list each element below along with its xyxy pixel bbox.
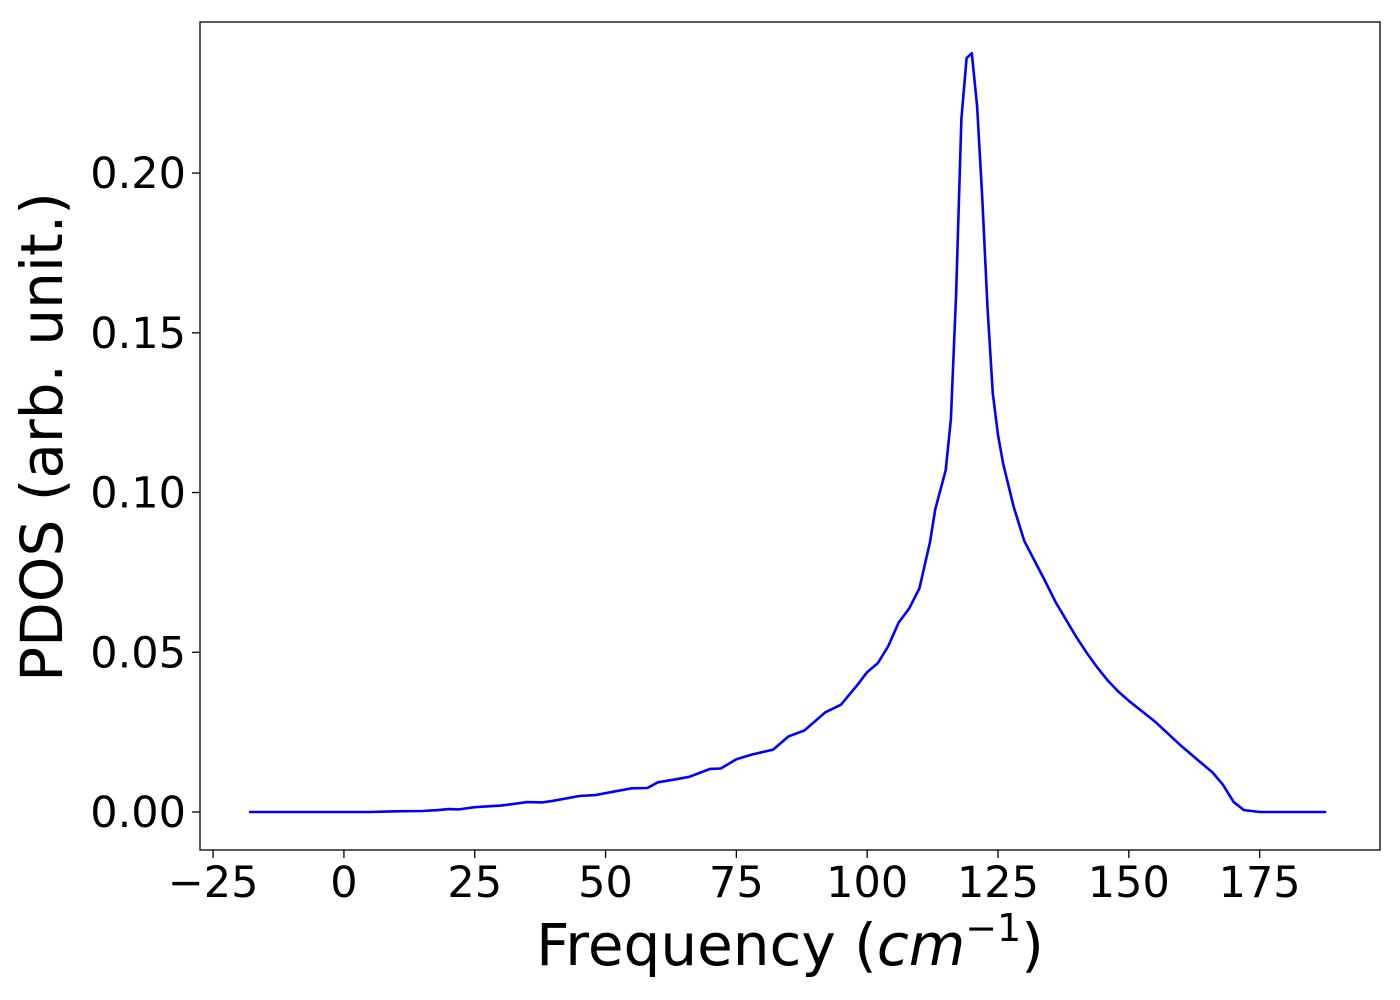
plot-layer (248, 51, 1327, 814)
y-tick-label: 0.05 (90, 628, 186, 678)
x-tick-label: 25 (447, 858, 502, 908)
x-tick-label: 175 (1219, 858, 1301, 908)
x-tick-label: 100 (826, 858, 908, 908)
x-tick-label: 75 (709, 858, 764, 908)
y-tick-label: 0.15 (90, 309, 186, 359)
y-tick-label: 0.20 (90, 149, 186, 199)
series-line (248, 51, 1327, 814)
y-tick-label: 0.10 (90, 469, 186, 519)
x-axis-ticks: −25 0 25 50 75 100 125 150 175 (168, 850, 1301, 908)
x-tick-label: 50 (578, 858, 633, 908)
y-tick-label: 0.00 (90, 788, 186, 838)
x-axis-title: Frequency (cm−1) (536, 906, 1044, 979)
y-axis-title: PDOS (arb. unit.) (8, 192, 76, 682)
x-tick-label: −25 (168, 858, 259, 908)
x-tick-label: 0 (330, 858, 357, 908)
y-axis-ticks: 0.00 0.05 0.10 0.15 0.20 (90, 149, 200, 838)
x-tick-label: 150 (1088, 858, 1170, 908)
x-tick-label: 125 (957, 858, 1039, 908)
plot-frame (199, 21, 1381, 851)
